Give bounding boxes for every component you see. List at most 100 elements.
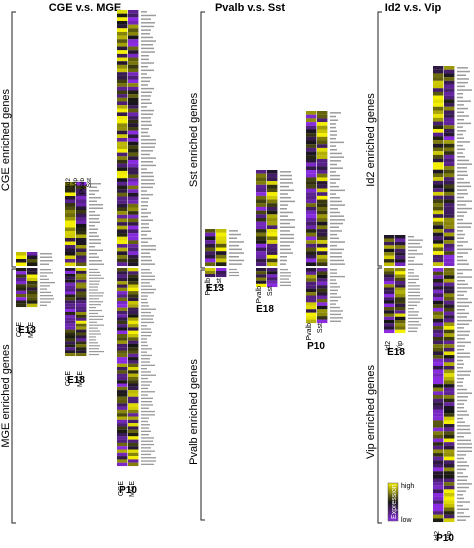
gene-label-mark [457, 118, 464, 121]
heatmap-cell [216, 258, 227, 263]
heatmap-cell [65, 353, 76, 357]
heatmap-cell [306, 268, 317, 272]
heatmap-cell [117, 83, 128, 87]
gene-label-mark [457, 428, 470, 431]
gene-label-mark [330, 204, 345, 206]
heatmap-cell [256, 280, 267, 284]
stage-label-id-p10: P10 [436, 533, 454, 543]
heatmap-cell [117, 130, 128, 135]
heatmap-cell [267, 177, 278, 182]
gene-label-mark [408, 268, 414, 271]
gene-label-mark [89, 318, 103, 320]
gene-label-mark [330, 145, 336, 147]
bracket-vip [377, 267, 382, 524]
gene-label-mark [141, 54, 149, 57]
heatmap-cell [65, 231, 76, 235]
heatmap-cell [433, 362, 444, 367]
heatmap-cell [306, 232, 317, 237]
gene-label-mark [457, 141, 470, 143]
heatmap-cell [117, 363, 128, 368]
gene-label-mark [141, 135, 150, 137]
heatmap-cell [256, 203, 267, 207]
bracket-sst [200, 11, 205, 269]
heatmap-cell [395, 294, 406, 298]
heatmap-cell [395, 297, 406, 301]
heatmap-cell [117, 406, 128, 410]
heatmap-cell [306, 133, 317, 137]
heatmap-cell [65, 332, 76, 336]
heatmap-cell [267, 225, 278, 230]
heatmap-cell [65, 259, 76, 263]
heatmap-cell [267, 188, 278, 193]
heatmap-cell [65, 220, 76, 225]
heatmap-cell [76, 273, 87, 277]
heatmap-cell [117, 94, 128, 98]
heatmap-cell [128, 433, 139, 437]
heatmap-cell [117, 310, 128, 315]
gene-label-mark [457, 479, 467, 481]
heatmap-cell [444, 177, 455, 181]
gene-label-mark [457, 439, 471, 442]
heatmap-cell [306, 188, 317, 193]
heatmap-cell [384, 281, 395, 285]
gene-label-mark [330, 126, 336, 129]
heatmap-cell [267, 277, 278, 281]
heatmap-cell [128, 156, 139, 160]
gene-label-mark [89, 190, 99, 192]
heatmap-cell [76, 224, 87, 228]
gene-label-mark [457, 385, 463, 387]
heatmap-cell [128, 363, 139, 368]
heatmap-cell [306, 177, 317, 182]
heatmap-cell [433, 228, 444, 233]
heatmap-cell [76, 338, 87, 342]
heatmap-cell [433, 442, 444, 446]
gene-label-mark [330, 123, 336, 125]
col-label-mge-e18: MGE [77, 371, 84, 387]
heatmap-cell [395, 245, 406, 249]
heatmap-cell [76, 303, 87, 307]
heatmap-cell [317, 203, 328, 207]
gene-label-mark [280, 230, 290, 232]
gene-label-mark [141, 65, 148, 68]
heatmap-cell [76, 241, 87, 246]
heatmap-cell [444, 203, 455, 207]
heatmap-cell [205, 240, 216, 244]
heatmap-cell [128, 423, 139, 427]
heatmap-cell [433, 162, 444, 167]
heatmap-cell [128, 178, 139, 182]
heatmap-cell [128, 163, 139, 168]
heatmap-cell [76, 192, 87, 197]
heatmap-cell [306, 258, 317, 263]
gene-label-mark [457, 504, 463, 507]
heatmap-cell [317, 258, 328, 263]
gene-label-mark [457, 443, 472, 445]
heatmap-cell [65, 199, 76, 204]
gene-label-mark [330, 241, 345, 243]
heatmap-cell [76, 309, 87, 313]
heatmap-cell [444, 326, 455, 330]
col-label-vip-top-e18: Vip [72, 178, 79, 188]
gene-label-mark [89, 333, 101, 335]
heatmap-cell [306, 288, 317, 293]
gene-label-mark [89, 304, 101, 306]
heatmap-cell [433, 95, 444, 100]
heatmap-cell [117, 350, 128, 354]
heatmap-cell [433, 221, 444, 226]
heatmap-cell [433, 420, 444, 425]
gene-label-mark [457, 432, 471, 434]
heatmap-cell [433, 438, 444, 443]
gene-label-mark [457, 377, 464, 380]
heatmap-cell [317, 229, 328, 233]
heatmap-cell [444, 322, 455, 327]
heatmap-cell [128, 35, 139, 40]
col-label-pvalb-top-e18: Pvalb [79, 178, 86, 195]
heatmap-cell [433, 500, 444, 504]
gene-label-mark [89, 200, 97, 202]
heatmap-cell [395, 300, 406, 304]
heatmap-cell [433, 413, 444, 417]
heatmap-cell [205, 243, 216, 248]
gene-label-mark [141, 338, 147, 340]
heatmap-cell [117, 294, 128, 298]
gene-label-mark [408, 304, 417, 307]
heatmap-cell [128, 75, 139, 80]
